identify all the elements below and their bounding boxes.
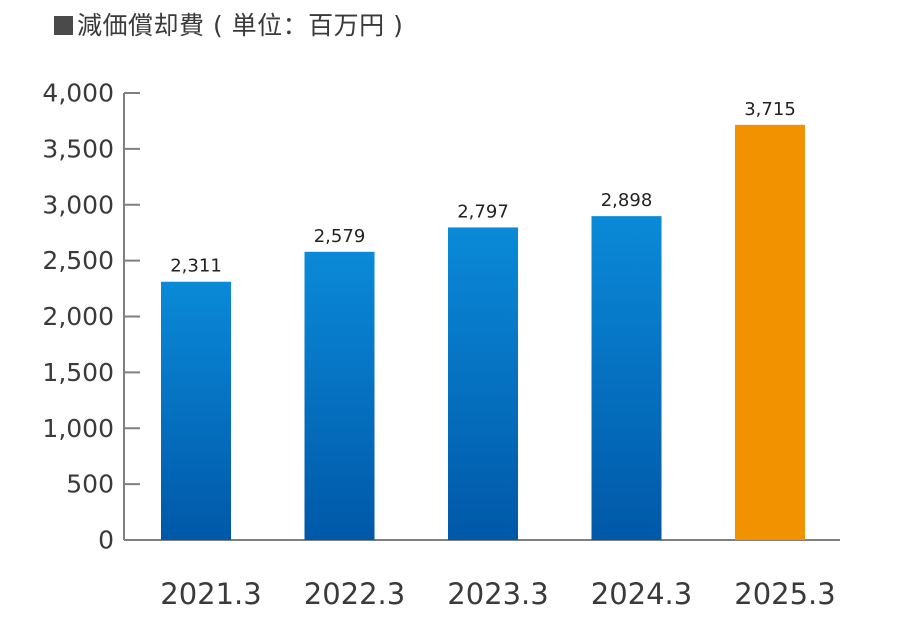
x-tick-label-2023.3: 2023.3 — [447, 577, 548, 611]
bar-2024.3 — [591, 216, 662, 540]
bar-2022.3 — [304, 251, 375, 540]
y-tick-label: 1,500 — [42, 358, 114, 387]
x-tick-label-2021.3: 2021.3 — [160, 577, 261, 611]
bars — [161, 124, 805, 541]
y-tick-label: 1,000 — [42, 414, 114, 443]
x-tick-label-2022.3: 2022.3 — [304, 577, 405, 611]
y-tick-label: 3,000 — [42, 190, 114, 219]
labels: 0 500 1,000 1,500 2,000 2,500 3,000 3,500 4,000 2… — [42, 79, 835, 612]
y-tick-label: 500 — [66, 470, 114, 499]
title-square-marker — [54, 16, 73, 35]
x-tick-label-2024.3: 2024.3 — [591, 577, 692, 611]
chart-title-text: 減価償却費 ( 単位：百万円 ) — [77, 11, 404, 40]
bar-2021.3 — [161, 281, 231, 540]
x-tick-label-2025.3: 2025.3 — [734, 577, 835, 611]
data-label-2023.3: 2,797 — [457, 201, 509, 222]
chart-title: 減価償却費 ( 単位：百万円 ) — [54, 6, 403, 42]
data-label-2024.3: 2,898 — [601, 190, 653, 211]
y-tick-label: 3,500 — [42, 134, 114, 163]
bar-2023.3 — [448, 227, 518, 541]
y-tick-label: 4,000 — [42, 79, 114, 108]
y-tick-label: 0 — [98, 526, 114, 555]
bar-2025.3 — [735, 124, 805, 540]
data-label-2021.3: 2,311 — [170, 256, 222, 277]
y-tick-label: 2,500 — [42, 246, 114, 275]
y-tick-label: 2,000 — [42, 302, 114, 331]
data-label-2022.3: 2,579 — [314, 226, 366, 247]
data-label-2025.3: 3,715 — [744, 99, 796, 120]
